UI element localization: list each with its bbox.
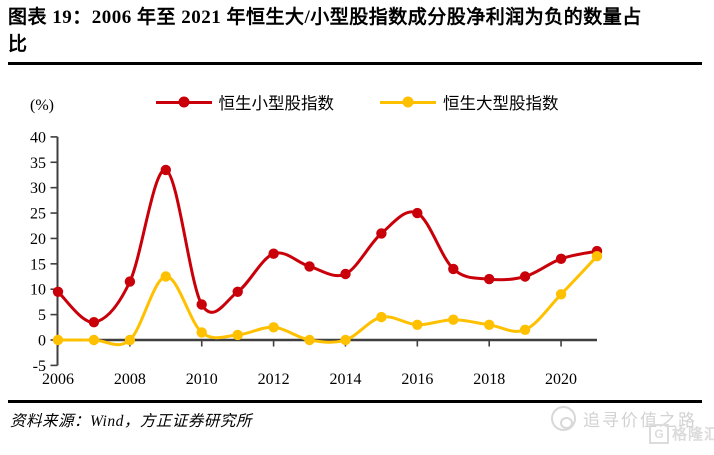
- panda-avatar-icon: [551, 406, 576, 431]
- chart-legend: 恒生小型股指数 恒生大型股指数: [0, 90, 714, 114]
- x-tick-label: 2010: [186, 371, 218, 388]
- data-point-series-0: [196, 299, 207, 310]
- legend-item-hs-large-cap: 恒生大型股指数: [380, 90, 559, 114]
- data-point-series-0: [88, 317, 100, 328]
- x-tick-label: 2014: [329, 371, 361, 388]
- data-point-series-1: [340, 334, 351, 346]
- legend-label-hs-large-cap: 恒生大型股指数: [443, 94, 559, 113]
- line-dot-marker-icon: [380, 100, 436, 104]
- data-point-series-0: [340, 268, 351, 280]
- data-point-series-1: [160, 271, 171, 282]
- y-tick-label: 25: [30, 206, 46, 223]
- line-dot-marker-icon: [155, 100, 212, 104]
- data-point-series-0: [484, 273, 495, 285]
- y-tick-label: 40: [30, 129, 46, 146]
- gelonghui-g-icon: G: [649, 423, 669, 444]
- gelonghui-logo-text: 格隆汇: [672, 427, 714, 443]
- y-tick-label: -5: [33, 358, 46, 375]
- data-point-series-1: [448, 314, 459, 325]
- data-point-series-0: [124, 276, 136, 287]
- y-tick-label: 20: [30, 231, 46, 248]
- series-line-0: [56, 168, 599, 324]
- data-point-series-1: [88, 334, 100, 346]
- data-point-series-0: [160, 164, 171, 176]
- data-point-series-1: [484, 319, 495, 330]
- y-tick-label: 15: [30, 256, 46, 273]
- x-tick-label: 2020: [545, 371, 577, 388]
- data-point-series-0: [304, 261, 315, 272]
- data-point-series-1: [555, 289, 567, 300]
- legend-item-hs-small-cap: 恒生小型股指数: [155, 90, 335, 114]
- y-tick-label: 35: [30, 155, 46, 172]
- gelonghui-logo: G 格隆汇: [649, 423, 714, 444]
- data-point-series-0: [376, 228, 387, 239]
- y-tick-label: 10: [30, 282, 46, 299]
- data-point-series-0: [52, 286, 64, 297]
- data-point-series-1: [376, 311, 387, 323]
- data-point-series-1: [519, 324, 531, 335]
- data-point-series-0: [448, 263, 459, 275]
- data-point-series-1: [412, 319, 423, 330]
- data-point-series-0: [268, 248, 279, 259]
- page-title: 图表 19：2006 年至 2021 年恒生大/小型股指数成分股净利润为负的数量…: [8, 7, 642, 55]
- x-tick-label: 2012: [258, 371, 290, 388]
- data-point-series-0: [412, 207, 423, 219]
- series-line-1: [56, 254, 599, 347]
- x-tick-label: 2018: [473, 371, 505, 388]
- data-point-series-1: [232, 329, 243, 341]
- data-point-series-0: [232, 286, 243, 297]
- x-tick-label: 2008: [114, 371, 146, 388]
- data-point-series-0: [555, 253, 567, 264]
- y-axis-unit-label: (%): [30, 97, 54, 114]
- data-point-series-1: [124, 334, 136, 346]
- title-divider-rule: [8, 62, 702, 65]
- source-note: 资料来源：Wind，方正证券研究所: [10, 413, 252, 430]
- legend-label-hs-small-cap: 恒生小型股指数: [218, 94, 335, 113]
- y-tick-label: 5: [38, 307, 46, 324]
- data-point-series-1: [304, 334, 315, 346]
- y-tick-label: 0: [38, 333, 46, 350]
- y-tick-label: 30: [30, 180, 46, 197]
- footer-divider-rule: [8, 400, 702, 403]
- data-point-series-1: [268, 322, 279, 333]
- x-tick-label: 2016: [401, 371, 433, 388]
- data-point-series-1: [591, 251, 603, 262]
- data-point-series-1: [52, 334, 64, 346]
- data-point-series-1: [196, 327, 207, 338]
- data-point-series-0: [519, 271, 531, 282]
- x-tick-label: 2006: [42, 371, 74, 388]
